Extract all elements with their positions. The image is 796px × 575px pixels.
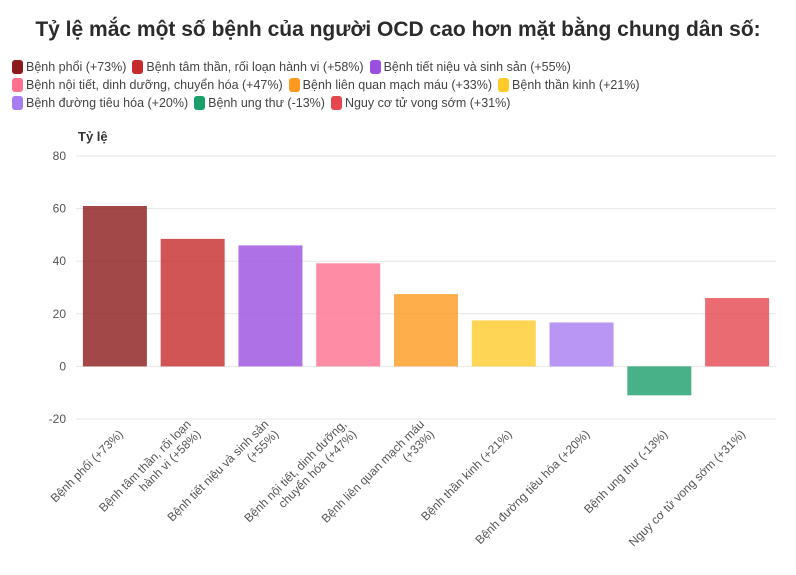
legend-label: Bệnh thần kinh (+21%) xyxy=(512,78,640,92)
legend-label: Bệnh đường tiêu hóa (+20%) xyxy=(26,96,189,110)
y-tick-label: -20 xyxy=(49,412,67,426)
legend-swatch xyxy=(498,78,510,92)
legend-label: Bệnh liên quan mạch máu (+33%) xyxy=(302,78,493,92)
legend-swatch xyxy=(194,96,206,110)
x-tick-label-line: Bệnh ung thư (-13%) xyxy=(581,427,670,516)
legend-label: Bệnh tâm thần, rối loạn hành vi (+58%) xyxy=(146,60,364,74)
y-axis-ticks: 80 60 40 20 0 -20 xyxy=(49,149,67,426)
legend-item[interactable]: Bệnh đường tiêu hóa (+20%) xyxy=(12,94,188,112)
legend-item[interactable]: Bệnh thần kinh (+21%) xyxy=(498,76,640,94)
legend-swatch xyxy=(12,78,23,92)
y-tick-label: 40 xyxy=(53,254,67,268)
y-tick-label: 20 xyxy=(53,307,67,321)
legend-swatch xyxy=(369,60,381,74)
bar[interactable] xyxy=(627,366,692,396)
x-tick-label: Bệnh ung thư (-13%) xyxy=(581,427,670,516)
bars xyxy=(82,205,770,396)
legend-row-1: Bệnh phổi (+73%) Bệnh tâm thần, rối loạn… xyxy=(12,58,792,76)
legend: Bệnh phổi (+73%) Bệnh tâm thần, rối loạn… xyxy=(12,58,792,112)
bar[interactable] xyxy=(82,205,147,367)
legend-row-3: Bệnh đường tiêu hóa (+20%) Bệnh ung thư … xyxy=(12,94,792,112)
legend-swatch xyxy=(12,60,23,74)
y-tick-label: 60 xyxy=(53,202,67,216)
legend-item[interactable]: Bệnh liên quan mạch máu (+33%) xyxy=(288,76,493,94)
legend-item[interactable]: Bệnh tâm thần, rối loạn hành vi (+58%) xyxy=(132,58,364,76)
legend-swatch xyxy=(330,96,342,110)
y-tick-label: 80 xyxy=(53,149,67,163)
legend-item[interactable]: Bệnh ung thư (-13%) xyxy=(194,94,325,112)
legend-swatch xyxy=(288,78,300,92)
x-axis-ticks: Bệnh phổi (+73%)Bệnh tâm thần, rối loạnh… xyxy=(48,417,748,549)
legend-label: Bệnh phổi (+73%) xyxy=(26,60,127,74)
bar[interactable] xyxy=(316,263,381,367)
bar[interactable] xyxy=(160,238,225,367)
legend-swatch xyxy=(132,60,144,74)
y-tick-label: 0 xyxy=(59,359,66,373)
legend-swatch xyxy=(12,96,23,110)
legend-item[interactable]: Nguy cơ tử vong sớm (+31%) xyxy=(330,94,511,112)
legend-item[interactable]: Bệnh phổi (+73%) xyxy=(12,58,126,76)
legend-label: Nguy cơ tử vong sớm (+31%) xyxy=(344,96,511,110)
legend-item[interactable]: Bệnh nội tiết, dinh dưỡng, chuyển hóa (+… xyxy=(12,76,283,94)
legend-label: Bệnh ung thư (-13%) xyxy=(208,96,325,110)
legend-row-2: Bệnh nội tiết, dinh dưỡng, chuyển hóa (+… xyxy=(12,76,792,94)
legend-label: Bệnh tiết niệu và sinh sản (+55%) xyxy=(383,60,571,74)
bar[interactable] xyxy=(238,245,303,367)
bar[interactable] xyxy=(471,320,536,367)
bar[interactable] xyxy=(394,294,458,367)
legend-label: Bệnh nội tiết, dinh dưỡng, chuyển hóa (+… xyxy=(26,78,283,92)
y-axis-label: Tỷ lệ xyxy=(78,129,108,144)
legend-item[interactable]: Bệnh tiết niệu và sinh sản (+55%) xyxy=(369,58,571,76)
bar[interactable] xyxy=(705,298,770,367)
chart-title: Tỷ lệ mắc một số bệnh của người OCD cao … xyxy=(35,18,761,41)
bar[interactable] xyxy=(549,322,614,367)
